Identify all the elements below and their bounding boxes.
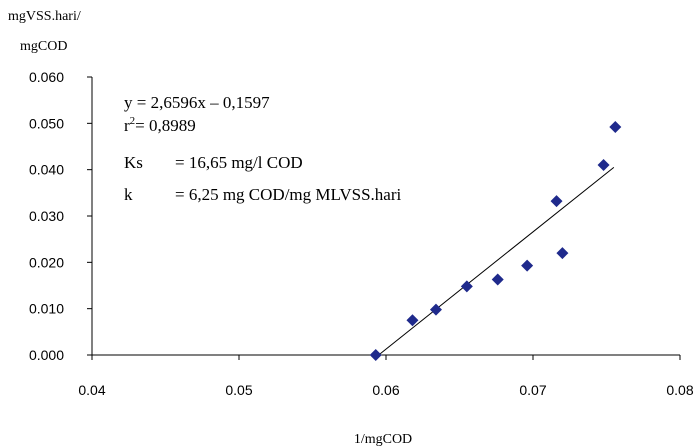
regression-annotation: y = 2,6596x – 0,1597 r2= 0,8989 Ks = 16,…	[124, 93, 401, 204]
data-point-diamond	[609, 121, 622, 134]
y-tick-label: 0.050	[29, 115, 64, 131]
data-point-diamond	[597, 159, 610, 172]
data-point-diamond	[429, 303, 442, 316]
y-tick-label: 0.060	[29, 69, 64, 85]
x-axis-ticks: 0.04 0.05 0.06 0.07 0.08	[78, 355, 694, 398]
r-squared-superscript: 2	[130, 115, 136, 127]
y-tick-label: 0.000	[29, 347, 64, 363]
ks-label: Ks	[124, 153, 143, 172]
x-tick-label: 0.05	[225, 382, 252, 398]
k-value: = 6,25 mg COD/mg MLVSS.hari	[175, 185, 401, 204]
y-tick-label: 0.010	[29, 301, 64, 317]
x-tick-label: 0.06	[372, 382, 399, 398]
trendline	[378, 166, 615, 356]
data-point-diamond	[556, 247, 569, 260]
y-tick-label: 0.020	[29, 254, 64, 270]
ks-value: = 16,65 mg/l COD	[175, 153, 303, 172]
data-point-diamond	[521, 259, 534, 272]
data-point-diamond	[460, 280, 473, 293]
data-point-diamond	[406, 314, 419, 327]
r-squared-text: r2= 0,8989	[124, 115, 196, 135]
x-axis-label: 1/mgCOD	[354, 432, 412, 447]
equation-text: y = 2,6596x – 0,1597	[124, 93, 270, 112]
r-squared-value: = 0,8989	[135, 116, 196, 135]
y-axis-label-line1: mgVSS.hari/	[8, 9, 81, 24]
x-tick-label: 0.07	[519, 382, 546, 398]
y-axis-ticks: 0.000 0.010 0.020 0.030 0.040 0.050 0.060	[29, 69, 92, 363]
k-label: k	[124, 185, 133, 204]
data-point-diamond	[369, 349, 382, 361]
y-axis-label-line2: mgCOD	[20, 39, 67, 54]
x-tick-label: 0.08	[666, 382, 693, 398]
y-tick-label: 0.030	[29, 208, 64, 224]
x-tick-label: 0.04	[78, 382, 105, 398]
data-points	[369, 121, 622, 361]
data-point-diamond	[550, 195, 563, 208]
data-point-diamond	[491, 273, 504, 286]
r-squared-prefix: r	[124, 116, 130, 135]
y-tick-label: 0.040	[29, 162, 64, 178]
